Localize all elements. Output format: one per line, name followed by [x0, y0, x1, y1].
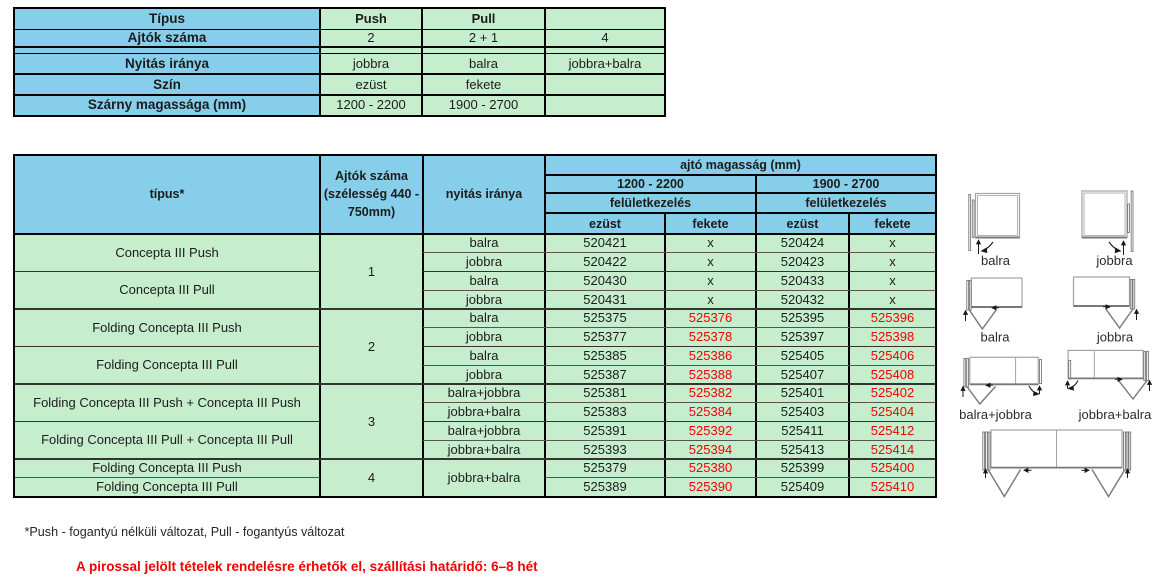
- svg-text:balra: balra: [981, 253, 1011, 268]
- svg-text:jobbra: jobbra: [1096, 330, 1134, 345]
- svg-text:balra+jobbra: balra+jobbra: [959, 407, 1032, 422]
- svg-text:balra: balra: [981, 330, 1011, 345]
- svg-text:jobbra+balra: jobbra+balra: [1078, 407, 1152, 422]
- svg-text:jobbra: jobbra: [1095, 253, 1133, 268]
